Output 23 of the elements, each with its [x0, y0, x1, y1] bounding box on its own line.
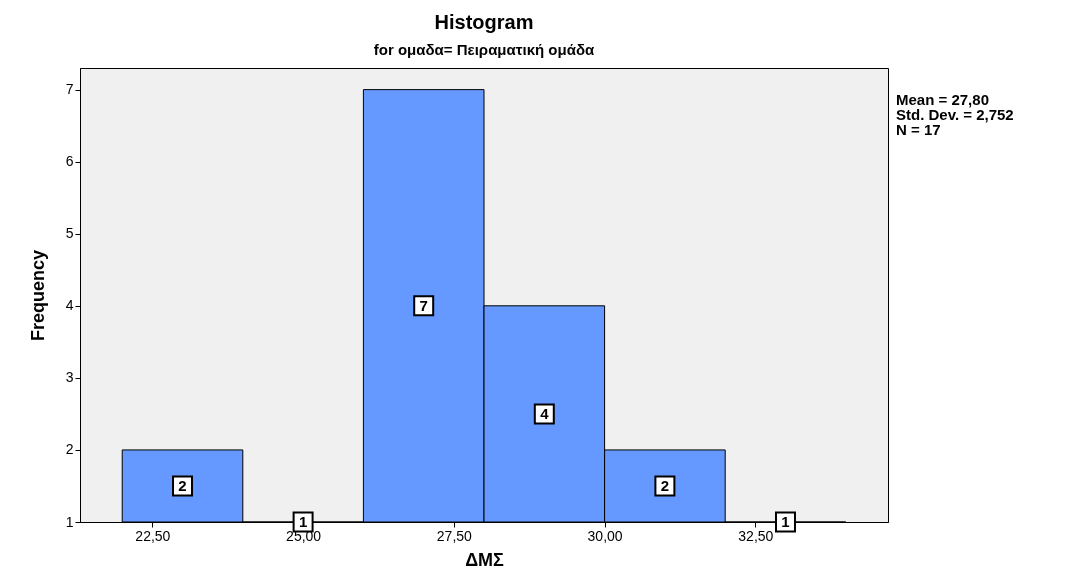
data-label: 7: [419, 296, 428, 314]
y-tick-label: 1: [65, 513, 74, 530]
text: N = 17: [896, 121, 942, 138]
x-axis-title: ΔΜΣ: [465, 549, 505, 570]
y-tick-label: 7: [65, 81, 74, 98]
chart-title: Histogram: [434, 11, 534, 33]
y-tick-label: 3: [65, 369, 74, 386]
x-tick-label: 22,50: [135, 527, 171, 544]
data-label: 1: [781, 513, 790, 530]
x-tick-label: 30,00: [587, 527, 623, 544]
chart-subtitle: for ομαδα= Πειραματική ομάδα: [373, 41, 595, 58]
y-tick-label: 5: [65, 225, 74, 242]
y-tick-label: 2: [65, 441, 74, 458]
y-tick-label: 4: [65, 297, 74, 314]
data-label: 4: [540, 404, 550, 422]
data-label: 2: [660, 476, 670, 494]
y-axis-title: Frequency: [27, 249, 48, 342]
data-label: 1: [298, 513, 308, 530]
y-tick-label: 6: [65, 153, 74, 170]
text: Mean = 27,80: [896, 91, 990, 108]
data-label: 2: [178, 476, 187, 494]
x-tick-label: 27,50: [436, 527, 473, 544]
x-tick-label: 32,50: [738, 527, 774, 544]
